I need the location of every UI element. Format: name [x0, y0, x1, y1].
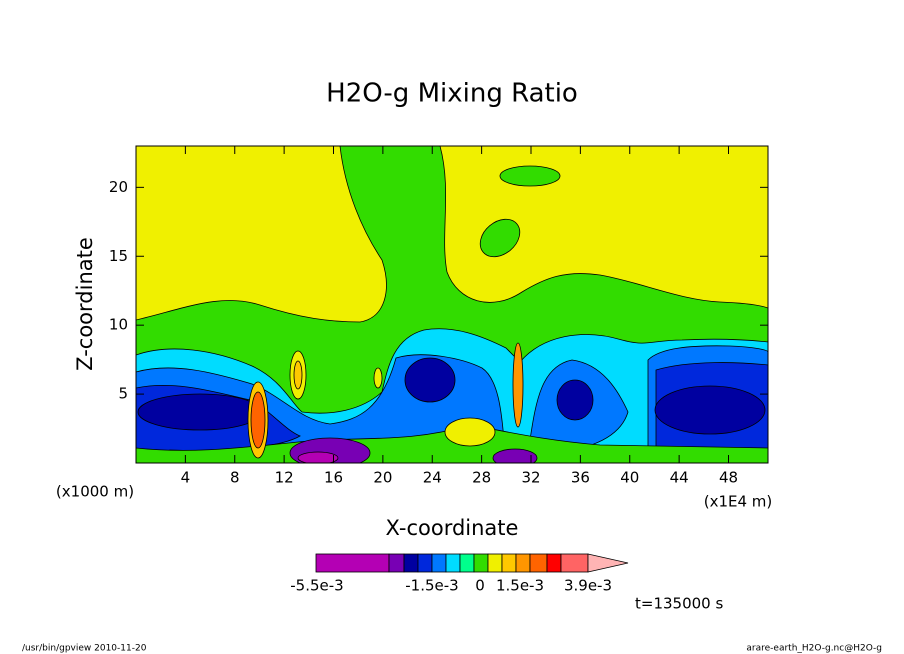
colorbar-segment	[473, 553, 489, 573]
colorbar-label: 3.9e-3	[564, 577, 612, 595]
chart-title: H2O-g Mixing Ratio	[326, 79, 578, 109]
x-tick-label: 40	[620, 469, 639, 487]
colorbar-label: -1.5e-3	[405, 577, 458, 595]
x-tick-label: 20	[373, 469, 392, 487]
colorbar-segment	[546, 553, 562, 573]
x-axis-label: X-coordinate	[386, 516, 519, 540]
colorbar-segment	[459, 553, 475, 573]
footer-left: /usr/bin/gpview 2010-11-20	[22, 644, 147, 654]
colorbar-segment	[417, 553, 433, 573]
y-tick-label: 15	[109, 247, 128, 265]
colorbar-label: 1.5e-3	[496, 577, 544, 595]
colorbar-segment	[403, 553, 419, 573]
colorbar-segment	[315, 553, 390, 573]
y-tick-label: 20	[109, 178, 128, 196]
y-tick-label: 5	[118, 385, 128, 403]
time-annotation: t=135000 s	[635, 595, 723, 613]
footer-right: arare-earth_H2O-g.nc@H2O-g	[746, 644, 882, 654]
x-tick-label: 48	[719, 469, 738, 487]
x-unit: (x1E4 m)	[704, 493, 773, 511]
x-tick-label: 12	[275, 469, 294, 487]
colorbar-segment	[445, 553, 461, 573]
plot-frame	[135, 145, 769, 464]
x-tick-label: 8	[230, 469, 240, 487]
colorbar-segment	[515, 553, 531, 573]
x-tick-label: 4	[181, 469, 191, 487]
x-tick-label: 44	[670, 469, 689, 487]
colorbar-segment	[431, 553, 447, 573]
y-unit: (x1000 m)	[56, 483, 134, 501]
y-tick-label: 10	[109, 316, 128, 334]
colorbar-segment	[501, 553, 517, 573]
x-tick-label: 28	[472, 469, 491, 487]
colorbar-label: 0	[475, 577, 485, 595]
colorbar-arrow	[587, 553, 629, 573]
colorbar-label: -5.5e-3	[290, 577, 343, 595]
colorbar-segment	[560, 553, 589, 573]
colorbar-segment	[388, 553, 405, 573]
colorbar-segment	[529, 553, 548, 573]
x-tick-label: 32	[521, 469, 540, 487]
colorbar-segment	[487, 553, 503, 573]
colorbar	[315, 553, 629, 573]
x-tick-label: 16	[324, 469, 343, 487]
x-tick-label: 36	[571, 469, 590, 487]
x-tick-label: 24	[423, 469, 442, 487]
contour-field	[135, 145, 769, 464]
y-axis-label: Z-coordinate	[73, 237, 97, 371]
